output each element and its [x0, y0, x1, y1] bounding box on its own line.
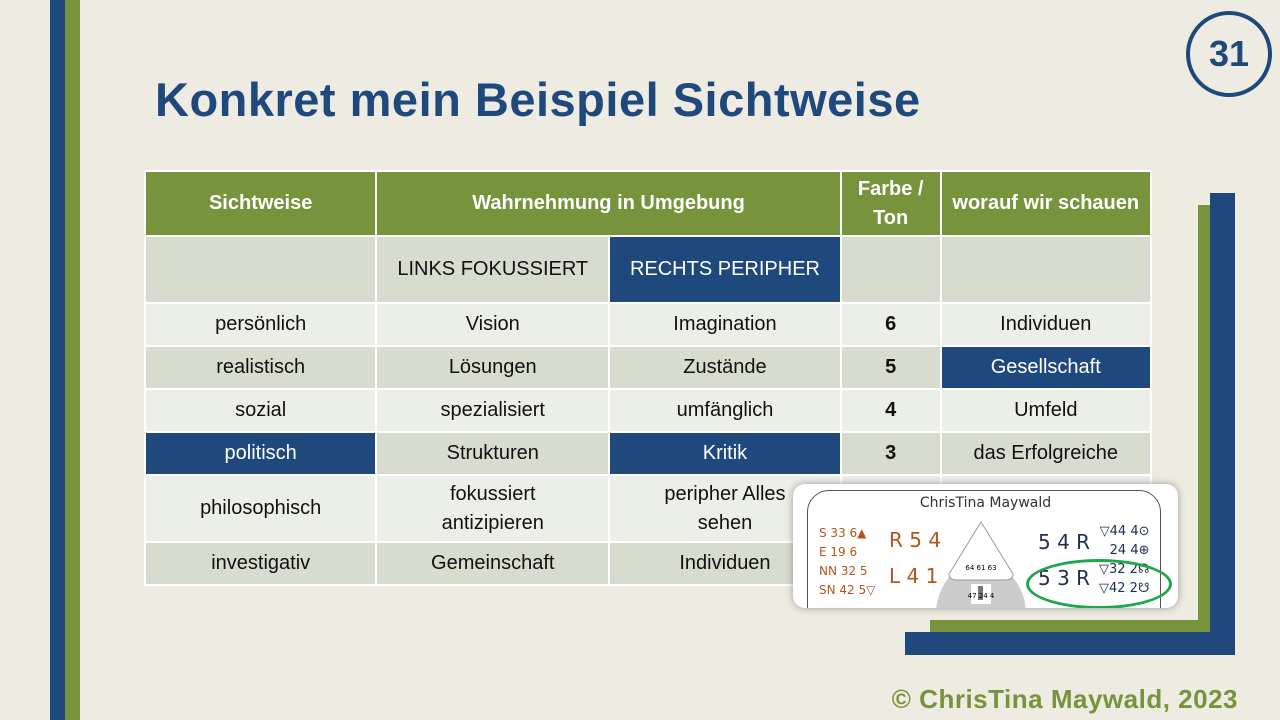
value: L 4 1 [889, 564, 939, 588]
header-cell: Farbe / Ton [839, 170, 942, 237]
cell: investigativ [143, 541, 378, 586]
cell: spezialisiert [375, 388, 611, 433]
cell: Kritik [608, 431, 842, 476]
value: 24 4⊕ [1109, 543, 1150, 558]
inset-name: ChrisTina Maywald [919, 495, 1052, 511]
cell: 3 [839, 431, 942, 476]
cell: persönlich [143, 302, 378, 347]
deco-green-vertical [1198, 205, 1210, 632]
cell: LINKS FOKUSSIERT [375, 235, 611, 304]
cell: philosophisch [143, 474, 378, 543]
table-row: sozial spezialisiert umfänglich 4 Umfeld [143, 388, 1153, 433]
table-row: realistisch Lösungen Zustände 5 Gesellschaft [143, 345, 1153, 390]
cell [839, 235, 942, 304]
value: ▽44 4⊙ [1099, 524, 1150, 539]
cell: 4 [839, 388, 942, 433]
header-cell: Sichtweise [143, 170, 378, 237]
page-title: Konkret mein Beispiel Sichtweise [155, 73, 921, 126]
cell: Individuen [939, 302, 1153, 347]
cell: Gemeinschaft [375, 541, 611, 586]
cell: Gesellschaft [939, 345, 1153, 390]
cell: Zustände [608, 345, 842, 390]
cell: realistisch [143, 345, 378, 390]
table-subheader: LINKS FOKUSSIERT RECHTS PERIPHER [143, 235, 1153, 304]
value: NN 32 5 [819, 564, 868, 578]
cell [143, 235, 378, 304]
cell: das Erfolgreiche [939, 431, 1153, 476]
value: E 19 6 [819, 545, 858, 559]
cell: Vision [375, 302, 611, 347]
cell: RECHTS PERIPHER [608, 235, 842, 304]
sichtweise-table: Sichtweise Wahrnehmung in Umgebung Farbe… [143, 170, 1153, 586]
inset-center-bottom: 47 24 4 [967, 592, 995, 600]
table-header: Sichtweise Wahrnehmung in Umgebung Farbe… [143, 170, 1153, 237]
cell: peripher Alles sehen [608, 474, 842, 543]
bodygraph-icon [936, 521, 1026, 608]
table-row: politisch Strukturen Kritik 3 das Erfolgreic… [143, 431, 1153, 476]
cell: sozial [143, 388, 378, 433]
deco-green-horizontal [930, 620, 1210, 632]
cell: politisch [143, 431, 378, 476]
inset-center-top: 64 61 63 [965, 564, 997, 572]
inset-left-values: S 33 6▲ E 19 6 NN 32 5 SN 42 5▽ [819, 524, 875, 600]
cell: Lösungen [375, 345, 611, 390]
cell: umfänglich [608, 388, 842, 433]
value: SN 42 5▽ [819, 583, 876, 597]
inset-frame [807, 490, 1161, 608]
cell [939, 235, 1153, 304]
cell: Strukturen [375, 431, 611, 476]
cell: 6 [839, 302, 942, 347]
cell: fokussiert antizipieren [375, 474, 611, 543]
cell: Imagination [608, 302, 842, 347]
value: S 33 6▲ [819, 526, 867, 540]
value: R 5 4 [889, 528, 942, 552]
deco-blue-horizontal [905, 632, 1235, 655]
cell: 5 [839, 345, 942, 390]
copyright-footer: © ChrisTina Maywald, 2023 [891, 684, 1238, 714]
header-cell: Wahrnehmung in Umgebung [375, 170, 842, 237]
bodygraph-inset-image: ChrisTina Maywald S 33 6▲ E 19 6 NN 32 5… [793, 484, 1178, 608]
highlight-ellipse [1026, 559, 1172, 608]
inset-left-arrows: R 5 4 L 4 1 [889, 522, 941, 594]
left-blue-bar [50, 0, 65, 720]
header-cell: worauf wir schauen [939, 170, 1153, 237]
deco-blue-vertical [1210, 193, 1235, 655]
table-row: persönlich Vision Imagination 6 Individuen [143, 302, 1153, 347]
page-number-badge: 31 [1186, 11, 1272, 97]
value: 5 4 R [1038, 530, 1091, 554]
cell: Umfeld [939, 388, 1153, 433]
left-green-bar [65, 0, 80, 720]
